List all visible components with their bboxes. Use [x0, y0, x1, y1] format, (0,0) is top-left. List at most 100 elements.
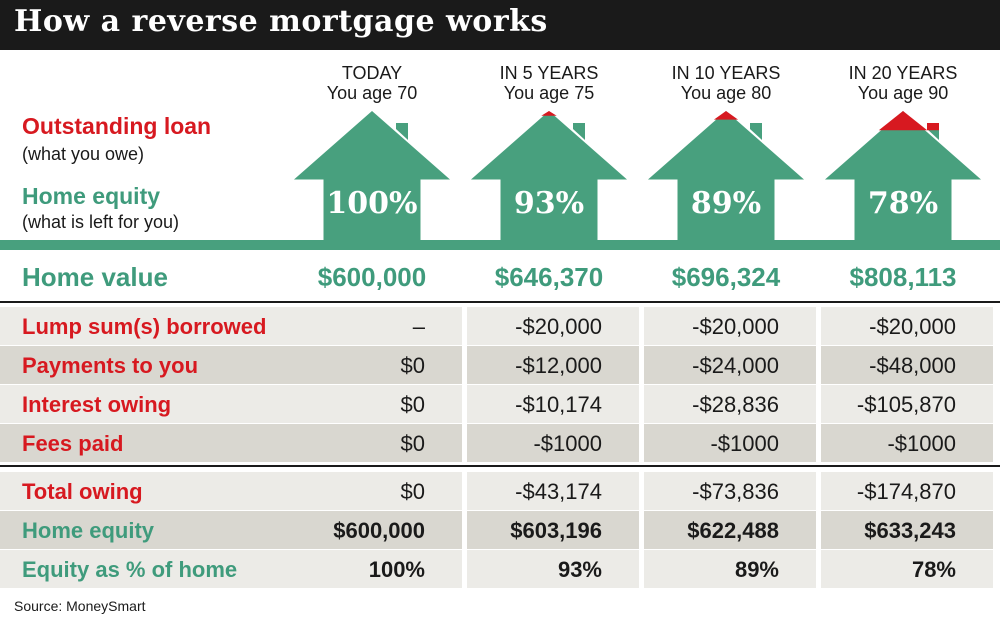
house-today: 100% [286, 107, 458, 245]
table-cell [821, 472, 993, 510]
table-cell [821, 550, 993, 588]
table-cell-value: -$48,000 [869, 353, 956, 378]
table-cell [290, 307, 462, 345]
house-loan-chimney [927, 123, 939, 131]
table-row-label-cell: Home equity [0, 511, 290, 549]
table-row-label: Interest owing [22, 392, 172, 417]
table-row-label-cell: Payments to you [0, 346, 290, 384]
column-header-line1: IN 20 YEARS [848, 63, 958, 83]
table-cell [290, 385, 462, 423]
table-cell [821, 511, 993, 549]
house-5-years: 93% [463, 107, 635, 245]
table-row: Equity as % of home 100% 93% 89% 78% [0, 550, 1000, 588]
table-row-label-cell: Equity as % of home [0, 550, 290, 588]
column-header-today: TODAY You age 70 [283, 63, 461, 103]
table-row: Fees paid $0 -$1000 -$1000 -$1000 [0, 424, 1000, 462]
table-row-label: Payments to you [22, 353, 199, 378]
legend-home-equity: Home equity [22, 183, 161, 209]
table-row-label: Equity as % of home [22, 557, 238, 582]
table-cell-value: $622,488 [687, 518, 779, 543]
table-cell-value: -$43,174 [515, 479, 602, 504]
house-20-years: 78% [817, 107, 989, 245]
table-row-label-cell: Fees paid [0, 424, 290, 462]
table-cell-value: $603,196 [510, 518, 602, 543]
home-value-10-years: $696,324 [671, 262, 781, 292]
table-row: Lump sum(s) borrowed – -$20,000 -$20,000 -$2… [0, 307, 1000, 345]
table-cell-value: $600,000 [333, 518, 425, 543]
table-cell-value: 100% [368, 557, 425, 582]
table-cell [644, 424, 816, 462]
table-cell [644, 385, 816, 423]
house-equity-shape [286, 107, 458, 245]
table-row-label-cell: Interest owing [0, 385, 290, 423]
table-cell [467, 511, 639, 549]
legend-home-equity-sub: (what is left for you) [22, 212, 180, 232]
column-header-line1: IN 10 YEARS [671, 63, 781, 83]
home-value-label: Home value [22, 262, 168, 292]
house-loan-shape [878, 111, 928, 131]
house-chimney [750, 123, 762, 140]
table-cell [290, 550, 462, 588]
table-cell [467, 307, 639, 345]
table-cell-value: -$12,000 [515, 353, 602, 378]
table-row-label-cell: Lump sum(s) borrowed [0, 307, 290, 345]
column-header-line2: You age 70 [326, 83, 418, 103]
table-row: Total owing $0 -$43,174 -$73,836 -$174,870 [0, 472, 1000, 510]
house-10-years: 89% [640, 107, 812, 245]
table-cell [290, 511, 462, 549]
table-cell [467, 346, 639, 384]
column-header-line1: TODAY [341, 63, 403, 83]
table-row-label-cell: Total owing [0, 472, 290, 510]
table-cell [467, 385, 639, 423]
table-cell [290, 346, 462, 384]
house-chart: 100% 93% 89% 78% [286, 107, 989, 245]
table-cell [644, 346, 816, 384]
house-loan-shape [541, 111, 557, 116]
table-cell-value: $633,243 [864, 518, 956, 543]
divider-top [0, 301, 1000, 303]
home-value-20-years: $808,113 [849, 262, 957, 292]
table-cell-value: $0 [400, 479, 425, 504]
column-header-line2: You age 75 [503, 83, 595, 103]
table-cell-value: -$1000 [887, 431, 956, 456]
house-equity-shape [463, 107, 635, 245]
table-cell [467, 424, 639, 462]
column-header-line1: IN 5 YEARS [499, 63, 599, 83]
table-cell-value: $0 [400, 353, 425, 378]
table-cell [644, 511, 816, 549]
table-cell-value: 89% [734, 557, 779, 582]
house-chimney [396, 123, 408, 140]
table-row: Interest owing $0 -$10,174 -$28,836 -$105,87… [0, 385, 1000, 423]
table-cell-value: -$20,000 [869, 314, 956, 339]
source-note: Source: MoneySmart [14, 598, 146, 614]
table-cell [821, 307, 993, 345]
table-cell-value: -$1000 [533, 431, 602, 456]
house-equity-label: 100% [326, 186, 417, 221]
table-cell-value: -$10,174 [515, 392, 602, 417]
house-equity-label: 93% [514, 186, 584, 221]
table-cell-value: -$174,870 [856, 479, 956, 504]
legend-outstanding-loan: Outstanding loan [22, 113, 212, 139]
divider-middle [0, 465, 1000, 467]
table-cell [821, 346, 993, 384]
column-header-line2: You age 90 [857, 83, 949, 103]
table-cell-value: -$20,000 [515, 314, 602, 339]
table-cell-value: -$105,870 [856, 392, 956, 417]
chart-title: How a reverse mortgage works [14, 4, 548, 39]
table-cell [290, 472, 462, 510]
table-cell-value: -$20,000 [692, 314, 779, 339]
table-cell-value: 93% [557, 557, 602, 582]
table-cell [644, 550, 816, 588]
title-bar: How a reverse mortgage works [0, 0, 1000, 50]
house-equity-label: 89% [691, 186, 761, 221]
house-loan-shape [713, 111, 739, 120]
table-cell-value: -$28,836 [692, 392, 779, 417]
house-equity-label: 78% [868, 186, 938, 221]
table-cell-value: -$73,836 [692, 479, 779, 504]
house-equity-shape [640, 107, 812, 245]
table-row-label: Lump sum(s) borrowed [22, 314, 267, 339]
table-cell [821, 424, 993, 462]
column-header-5-years: IN 5 YEARS You age 75 [460, 63, 638, 103]
table-cell-value: – [412, 314, 425, 339]
table-cell [290, 424, 462, 462]
